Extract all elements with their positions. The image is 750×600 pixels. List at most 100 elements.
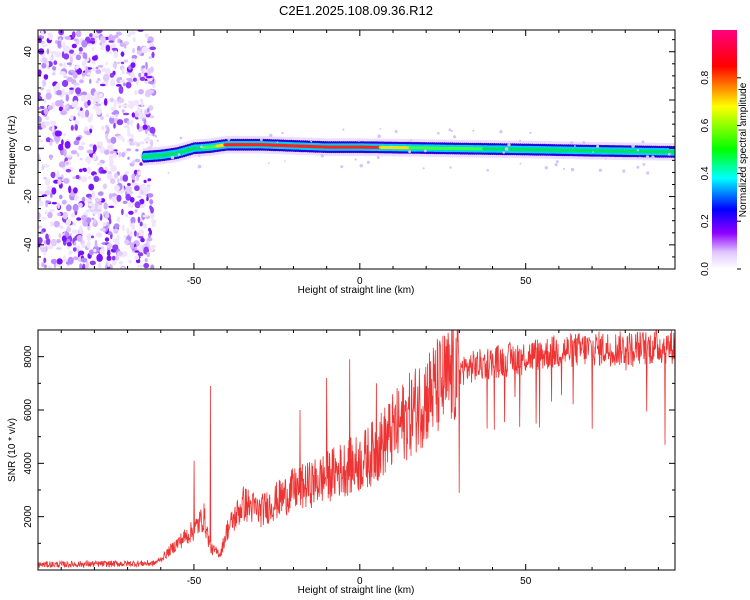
noise-speck bbox=[138, 236, 144, 239]
noise-speck bbox=[51, 201, 57, 205]
noise-speck bbox=[93, 218, 97, 225]
noise-speck bbox=[116, 31, 122, 36]
noise-speck bbox=[137, 171, 141, 176]
spectrogram-panel: -50 0 50 -40 -20 0 20 40 Height of straight lin… bbox=[7, 29, 676, 296]
noise-speck bbox=[124, 239, 129, 245]
noise-speck bbox=[149, 126, 156, 134]
noise-speck bbox=[86, 93, 92, 101]
noise-speck bbox=[92, 144, 97, 153]
noise-speck bbox=[132, 222, 135, 229]
noise-speck bbox=[102, 183, 108, 190]
colorbar: 0.0 0.2 0.4 0.6 0.8 Normalized spectral ampl… bbox=[700, 30, 749, 276]
noise-speck bbox=[50, 192, 53, 198]
noise-speck bbox=[73, 241, 77, 246]
noise-speck bbox=[144, 258, 148, 263]
noise-speck bbox=[41, 262, 45, 268]
faint-speck bbox=[354, 158, 357, 161]
faint-speck bbox=[377, 134, 381, 138]
noise-speck bbox=[95, 107, 102, 115]
noise-speck bbox=[132, 77, 137, 82]
noise-speck bbox=[106, 266, 111, 269]
noise-speck bbox=[89, 128, 93, 134]
noise-speck bbox=[143, 119, 147, 125]
noise-speck bbox=[42, 57, 48, 64]
colorbar-label: Normalized spectral amplitude bbox=[738, 82, 749, 217]
faint-speck bbox=[423, 149, 427, 153]
noise-speck bbox=[74, 197, 78, 201]
noise-speck bbox=[123, 235, 127, 239]
x-tick-label: 50 bbox=[520, 576, 532, 587]
noise-speck bbox=[45, 88, 52, 93]
noise-speck bbox=[150, 139, 154, 147]
faint-speck bbox=[472, 129, 475, 132]
noise-speck bbox=[38, 138, 42, 143]
noise-speck bbox=[147, 186, 151, 192]
faint-speck bbox=[340, 165, 344, 169]
noise-speck bbox=[127, 100, 134, 104]
noise-speck bbox=[80, 114, 87, 119]
noise-speck bbox=[38, 111, 41, 116]
noise-speck bbox=[99, 248, 105, 255]
x-tick-label: 0 bbox=[357, 276, 363, 287]
noise-speck bbox=[127, 104, 132, 108]
snr-frame bbox=[37, 329, 676, 571]
noise-speck bbox=[75, 54, 82, 61]
noise-speck bbox=[105, 113, 110, 118]
noise-speck bbox=[105, 44, 111, 52]
noise-speck bbox=[99, 146, 106, 154]
noise-speck bbox=[49, 209, 56, 213]
noise-speck bbox=[81, 72, 86, 77]
noise-speck bbox=[59, 194, 63, 200]
faint-speck bbox=[486, 168, 490, 172]
noise-speck bbox=[83, 168, 87, 172]
noise-speck bbox=[43, 108, 49, 115]
noise-speck bbox=[63, 53, 70, 60]
y-tick-label: 4000 bbox=[23, 452, 34, 475]
noise-speck bbox=[58, 161, 66, 168]
faint-speck bbox=[267, 162, 270, 164]
noise-speck bbox=[79, 225, 83, 234]
noise-speck bbox=[92, 105, 98, 110]
noise-speck bbox=[61, 88, 65, 96]
noise-speck bbox=[41, 216, 47, 220]
faint-speck bbox=[651, 155, 655, 159]
noise-speck bbox=[101, 67, 106, 73]
colorbar-tick-label: 0.4 bbox=[700, 166, 711, 180]
noise-speck bbox=[140, 68, 144, 72]
noise-speck bbox=[141, 185, 147, 192]
noise-speck bbox=[106, 126, 110, 134]
noise-speck bbox=[113, 99, 117, 108]
noise-speck bbox=[133, 101, 140, 106]
noise-speck bbox=[147, 107, 150, 113]
noise-speck bbox=[139, 76, 146, 81]
noise-speck bbox=[113, 122, 116, 129]
faint-speck bbox=[167, 172, 170, 174]
noise-speck bbox=[90, 113, 93, 121]
noise-speck bbox=[86, 149, 94, 154]
noise-speck bbox=[107, 144, 114, 152]
noise-speck bbox=[130, 72, 136, 79]
faint-speck bbox=[170, 155, 175, 160]
noise-speck bbox=[71, 229, 78, 234]
noise-speck bbox=[42, 79, 47, 87]
noise-speck bbox=[113, 185, 120, 191]
noise-speck bbox=[57, 179, 62, 185]
y-tick-label: -20 bbox=[23, 189, 34, 204]
spectrogram-ticks: -50 0 50 -40 -20 0 20 40 bbox=[23, 30, 675, 287]
faint-speck bbox=[179, 136, 183, 140]
faint-speck bbox=[227, 137, 231, 141]
noise-speck bbox=[92, 67, 96, 72]
faint-speck bbox=[200, 145, 203, 149]
noise-speck bbox=[63, 61, 66, 70]
noise-speck bbox=[65, 94, 70, 102]
noise-speck bbox=[109, 116, 115, 124]
noise-speck bbox=[138, 89, 144, 95]
noise-speck bbox=[86, 209, 91, 213]
noise-speck bbox=[142, 223, 148, 229]
noise-speck bbox=[132, 47, 135, 54]
faint-speck bbox=[453, 135, 457, 139]
snr-marks bbox=[38, 330, 675, 569]
noise-speck bbox=[136, 232, 140, 238]
noise-speck bbox=[100, 198, 106, 203]
faint-speck bbox=[376, 156, 380, 159]
